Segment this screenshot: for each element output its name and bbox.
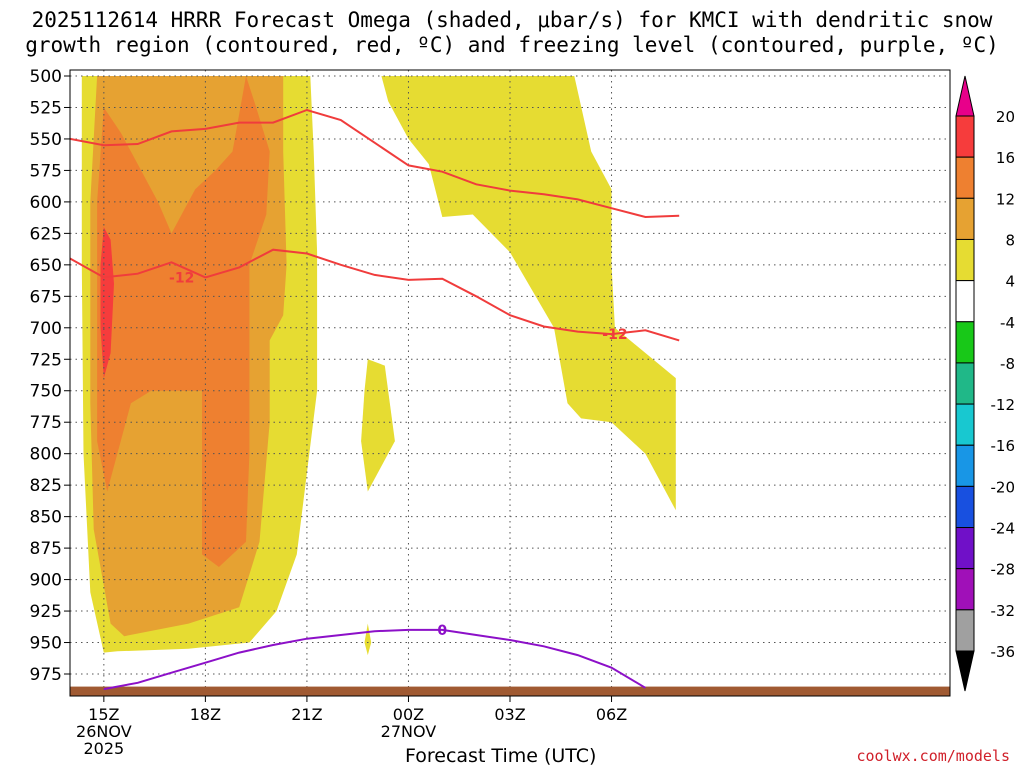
colorbar-label-8: -16 bbox=[991, 437, 1016, 455]
colorbar-label-6: -8 bbox=[1000, 355, 1015, 373]
y-tick-label-2: 550 bbox=[30, 130, 62, 150]
y-tick-label-16: 900 bbox=[30, 571, 62, 591]
omega-region-0-3 bbox=[381, 76, 676, 511]
colorbar-box-6 bbox=[955, 362, 975, 405]
colorbar-box-1 bbox=[955, 156, 975, 199]
colorbar-box-10 bbox=[955, 527, 975, 570]
colorbar-box-5 bbox=[955, 321, 975, 364]
colorbar-label-12: -32 bbox=[991, 602, 1016, 620]
y-tick-label-5: 625 bbox=[30, 224, 62, 244]
y-tick-label-17: 925 bbox=[30, 602, 62, 622]
colorbar-box-0 bbox=[955, 115, 975, 158]
dgz-label-2: -12 bbox=[602, 327, 627, 343]
x-tick-label-4: 03Z bbox=[494, 705, 525, 724]
title-line-1: 2025112614 HRRR Forecast Omega (shaded, … bbox=[31, 8, 993, 32]
freezing-level-contour-line-0 bbox=[103, 628, 646, 691]
y-tick-label-10: 750 bbox=[30, 382, 62, 402]
colorbar-label-11: -28 bbox=[991, 561, 1016, 579]
terrain-band bbox=[70, 686, 950, 696]
y-tick-label-1: 525 bbox=[30, 98, 62, 118]
colorbar-label-1: 16 bbox=[996, 149, 1015, 167]
omega-region-0-2 bbox=[364, 623, 372, 656]
contour-layer: -12 -12 0 bbox=[70, 108, 680, 691]
y-tick-label-18: 950 bbox=[30, 634, 62, 654]
freezing-level-label: 0 bbox=[437, 623, 447, 639]
y-tick-label-3: 575 bbox=[30, 161, 62, 181]
y-tick-label-15: 875 bbox=[30, 539, 62, 559]
y-tick-label-11: 775 bbox=[30, 413, 62, 433]
y-tick-label-7: 675 bbox=[30, 287, 62, 307]
y-tick-label-12: 800 bbox=[30, 445, 62, 465]
x-tick-label-1: 18Z bbox=[190, 705, 221, 724]
omega-region-2-0 bbox=[97, 76, 270, 567]
colorbar-label-10: -24 bbox=[991, 520, 1016, 538]
credit-link[interactable]: coolwx.com/models bbox=[856, 747, 1010, 765]
colorbar-label-3: 8 bbox=[1005, 231, 1015, 249]
colorbar: 20 16 12 8 4 -4 -8 -12 -16 -20 -24 -28 -32 -36 bbox=[955, 75, 1016, 692]
x-tick-sublabel1-3: 27NOV bbox=[381, 722, 437, 741]
omega-region-0-1 bbox=[361, 359, 395, 492]
colorbar-box-12 bbox=[955, 609, 975, 652]
colorbar-label-9: -20 bbox=[991, 478, 1016, 496]
colorbar-box-4 bbox=[955, 280, 975, 323]
y-tick-label-6: 650 bbox=[30, 256, 62, 276]
y-tick-label-9: 725 bbox=[30, 350, 62, 370]
y-tick-label-8: 700 bbox=[30, 319, 62, 339]
title-line-2: growth region (contoured, red, ºC) and f… bbox=[25, 33, 999, 57]
colorbar-box-7 bbox=[955, 403, 975, 446]
y-tick-label-13: 825 bbox=[30, 476, 62, 496]
colorbar-box-9 bbox=[955, 485, 975, 529]
terrain-layer bbox=[70, 686, 950, 696]
x-tick-label-5: 06Z bbox=[596, 705, 627, 724]
colorbar-label-0: 20 bbox=[996, 108, 1015, 126]
x-tick-label-2: 21Z bbox=[291, 705, 322, 724]
grid-lines bbox=[70, 70, 950, 696]
y-tick-label-4: 600 bbox=[30, 193, 62, 213]
colorbar-box-11 bbox=[955, 568, 975, 611]
dgz-contour-line-0 bbox=[70, 108, 680, 219]
dgz-label-1: -12 bbox=[169, 270, 194, 286]
omega-fill-layer bbox=[81, 76, 676, 656]
dgz-contour-line-1 bbox=[70, 248, 680, 342]
colorbar-label-13: -36 bbox=[991, 643, 1016, 661]
colorbar-box-2 bbox=[955, 197, 975, 240]
colorbar-label-5: -4 bbox=[1000, 314, 1015, 332]
x-tick-label-0: 15Z bbox=[88, 705, 119, 724]
colorbar-top-arrow bbox=[955, 75, 975, 117]
colorbar-label-7: -12 bbox=[991, 396, 1016, 414]
x-tick-sublabel2-0: 2025 bbox=[83, 739, 124, 758]
colorbar-label-2: 12 bbox=[996, 190, 1015, 208]
x-tick-sublabel1-0: 26NOV bbox=[76, 722, 132, 741]
y-tick-label-0: 500 bbox=[30, 67, 62, 87]
colorbar-box-3 bbox=[955, 238, 975, 282]
x-axis-label: Forecast Time (UTC) bbox=[405, 745, 597, 767]
y-tick-label-19: 975 bbox=[30, 665, 62, 685]
colorbar-label-4: 4 bbox=[1005, 273, 1015, 291]
y-tick-label-14: 850 bbox=[30, 508, 62, 528]
colorbar-bottom-arrow bbox=[955, 650, 975, 692]
colorbar-box-8 bbox=[955, 444, 975, 487]
x-tick-label-3: 00Z bbox=[393, 705, 424, 724]
y-axis: 500 525 550 575 600 625 650 675 700 725 750 775 800 8… bbox=[30, 67, 70, 685]
